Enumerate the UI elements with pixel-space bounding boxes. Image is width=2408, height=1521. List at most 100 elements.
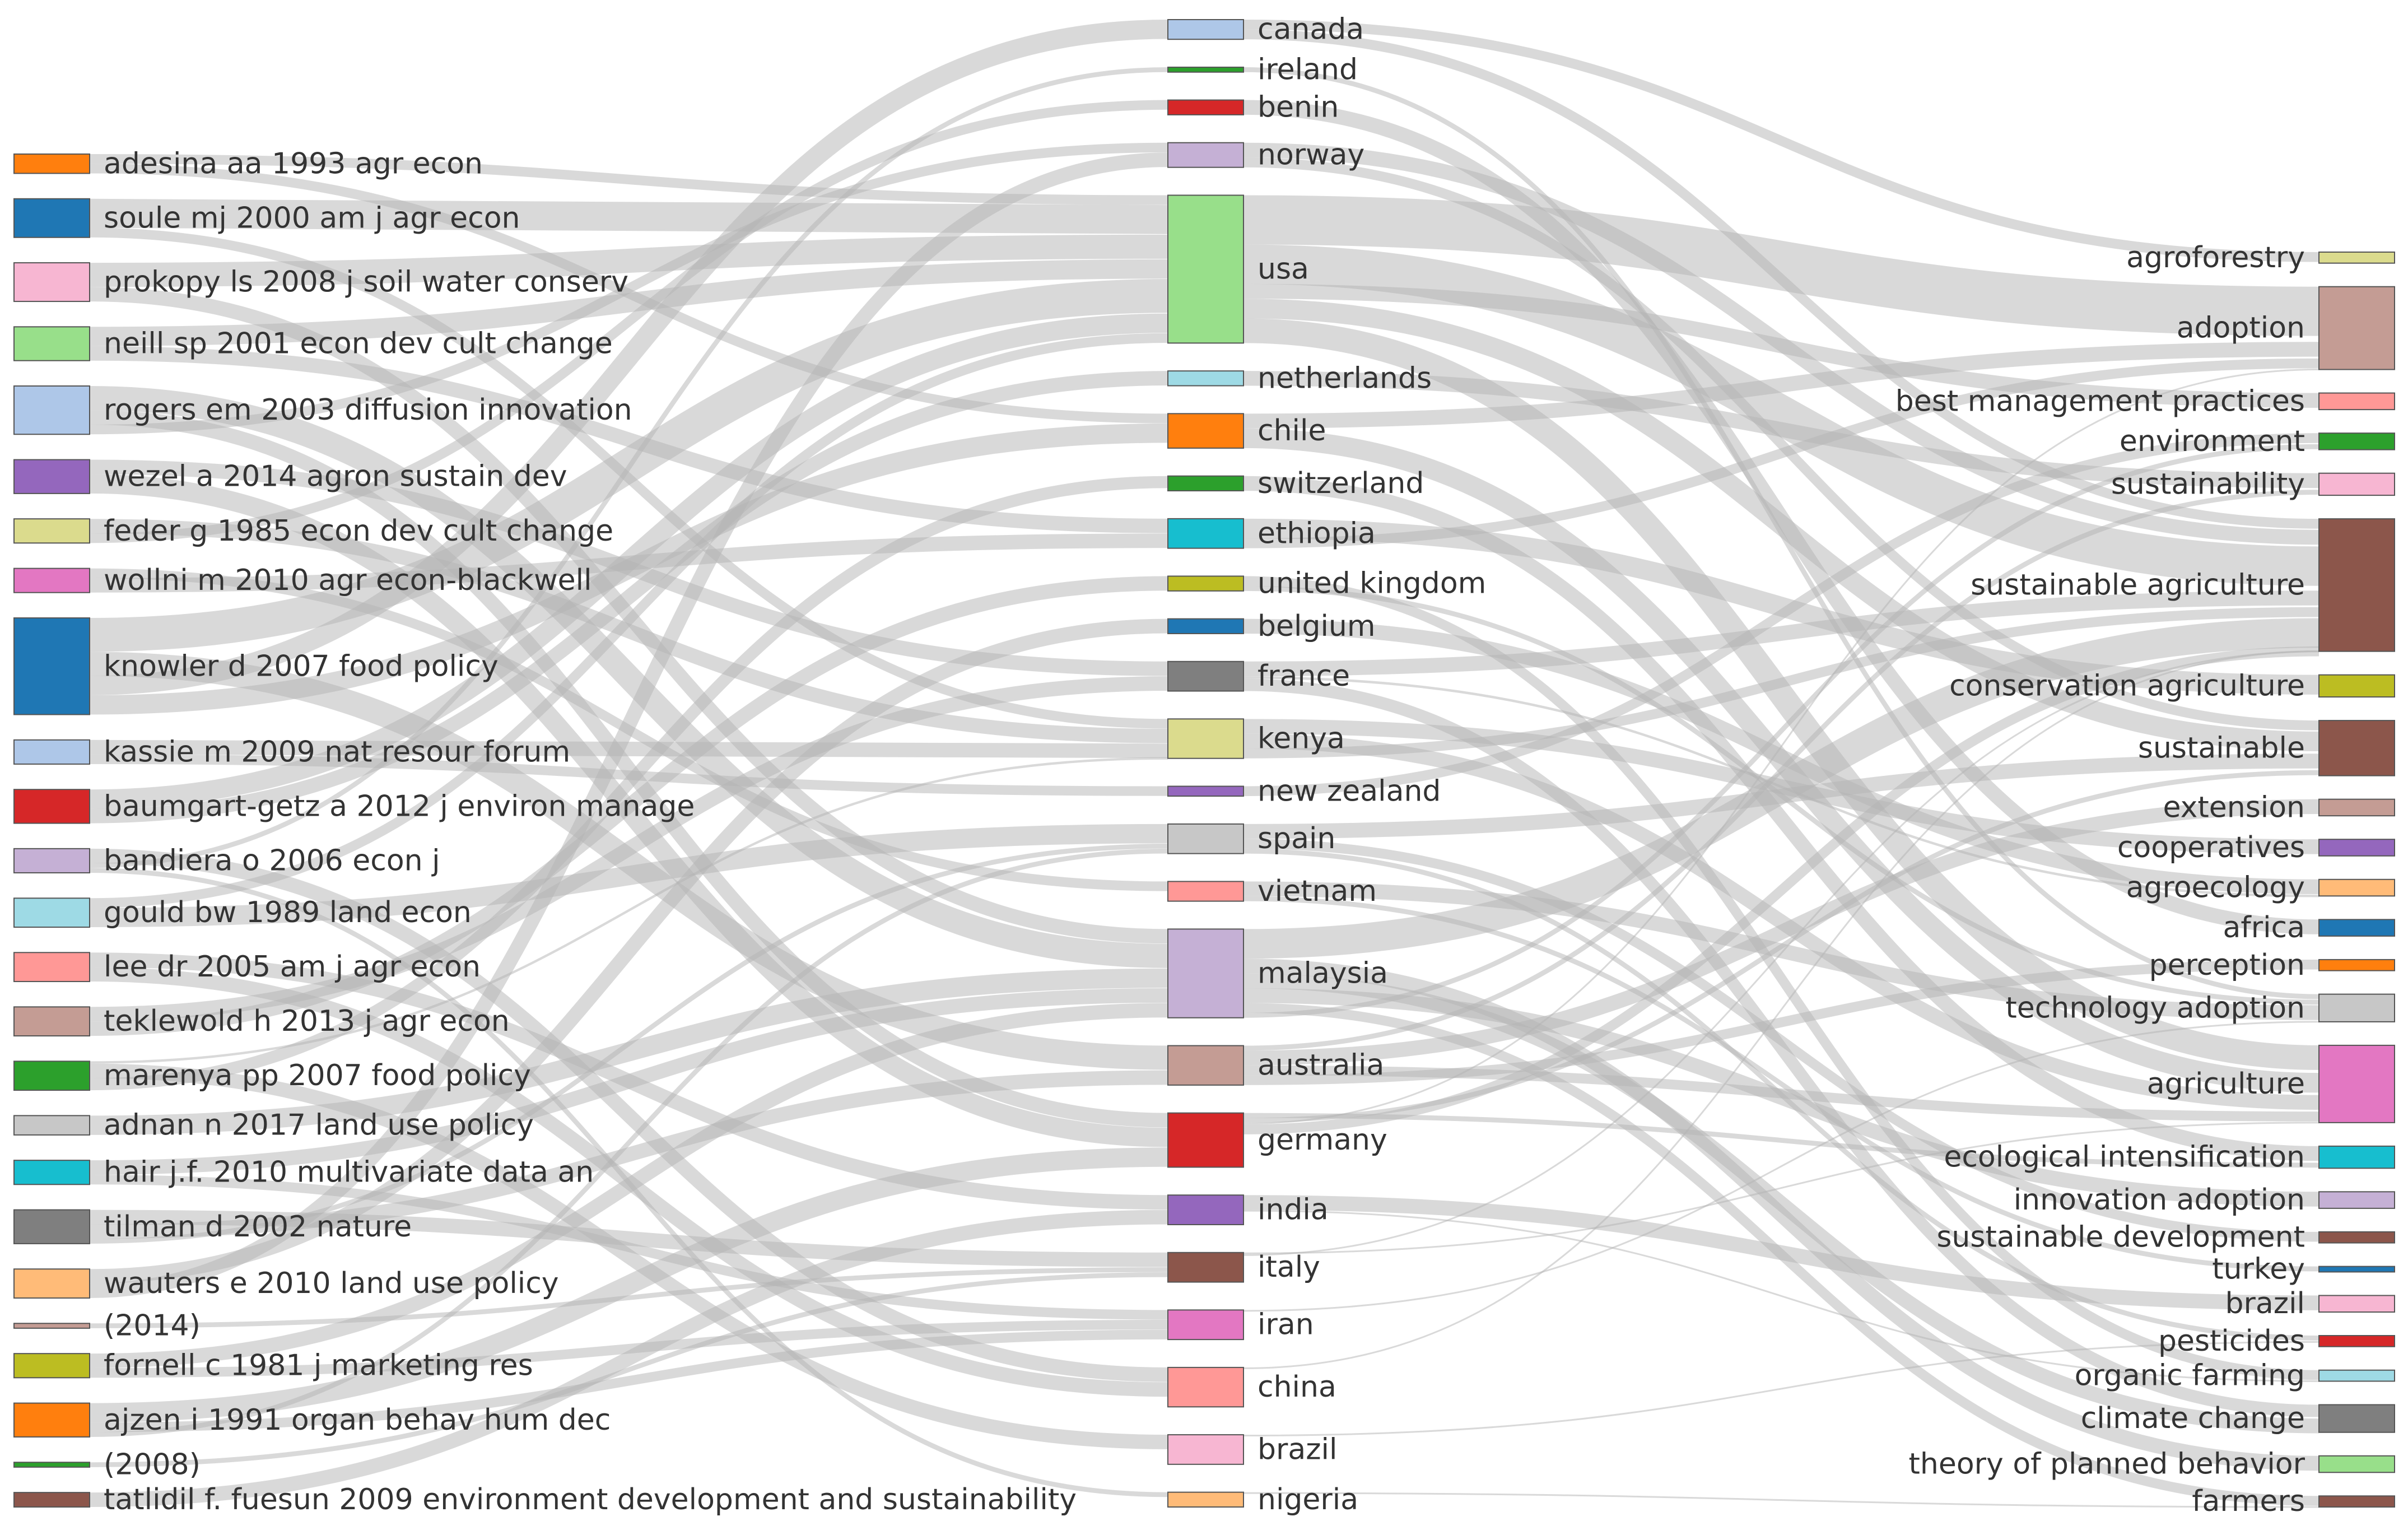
- sankey-node[interactable]: [13, 1160, 90, 1185]
- sankey-node[interactable]: [13, 1462, 90, 1468]
- sankey-flow: [89, 968, 1168, 1135]
- sankey-node[interactable]: [2318, 518, 2395, 652]
- sankey-node[interactable]: [13, 789, 90, 824]
- sankey-node[interactable]: [1167, 661, 1244, 692]
- sankey-node[interactable]: [1167, 928, 1244, 1018]
- sankey-node[interactable]: [13, 1006, 90, 1037]
- sankey-node[interactable]: [1167, 142, 1244, 168]
- sankey-node[interactable]: [2318, 1335, 2395, 1347]
- sankey-node-label: norway: [1257, 138, 1364, 172]
- sankey-node[interactable]: [2318, 432, 2395, 450]
- sankey-node[interactable]: [2318, 839, 2395, 857]
- sankey-node[interactable]: [2318, 1266, 2395, 1273]
- sankey-node[interactable]: [13, 1060, 90, 1091]
- sankey-node[interactable]: [13, 1209, 90, 1244]
- sankey-node[interactable]: [2318, 919, 2395, 937]
- sankey-node[interactable]: [1167, 1252, 1244, 1283]
- sankey-node[interactable]: [1167, 518, 1244, 549]
- sankey-node-label: india: [1257, 1193, 1329, 1227]
- sankey-node-label: switzerland: [1257, 467, 1424, 500]
- sankey-node[interactable]: [13, 952, 90, 983]
- sankey-node[interactable]: [13, 1492, 90, 1508]
- sankey-node-label: ajzen i 1991 organ behav hum dec: [104, 1403, 611, 1437]
- sankey-node[interactable]: [1167, 718, 1244, 759]
- sankey-node[interactable]: [2318, 993, 2395, 1022]
- sankey-node[interactable]: [2318, 286, 2395, 370]
- sankey-node-label: (2008): [104, 1448, 201, 1482]
- sankey-flow: [1243, 342, 2319, 429]
- sankey-node[interactable]: [2318, 1191, 2395, 1209]
- sankey-flow: [1243, 576, 2319, 1380]
- sankey-node[interactable]: [1167, 1194, 1244, 1225]
- sankey-node[interactable]: [13, 1402, 90, 1438]
- sankey-node[interactable]: [13, 385, 90, 435]
- sankey-node-label: gould bw 1989 land econ: [104, 896, 472, 929]
- sankey-flow: [1243, 444, 2319, 1018]
- sankey-node[interactable]: [1167, 618, 1244, 634]
- sankey-node[interactable]: [13, 1115, 90, 1136]
- sankey-node[interactable]: [13, 897, 90, 928]
- sankey-node[interactable]: [2318, 1145, 2395, 1169]
- sankey-node[interactable]: [1167, 19, 1244, 40]
- sankey-node[interactable]: [2318, 1404, 2395, 1433]
- sankey-node[interactable]: [1167, 1309, 1244, 1341]
- sankey-node[interactable]: [1167, 1045, 1244, 1086]
- sankey-node[interactable]: [1167, 194, 1244, 344]
- sankey-node[interactable]: [13, 568, 90, 593]
- sankey-node[interactable]: [2318, 1044, 2395, 1123]
- sankey-node[interactable]: [13, 326, 90, 361]
- sankey-node[interactable]: [2318, 392, 2395, 411]
- sankey-node[interactable]: [2318, 959, 2395, 971]
- sankey-node[interactable]: [1167, 575, 1244, 592]
- sankey-node[interactable]: [13, 459, 90, 494]
- sankey-node[interactable]: [1167, 1491, 1244, 1508]
- sankey-node[interactable]: [1167, 475, 1244, 492]
- sankey-node[interactable]: [1167, 823, 1244, 854]
- sankey-flow: [1243, 590, 2319, 677]
- sankey-node[interactable]: [1167, 66, 1244, 73]
- sankey-node[interactable]: [2318, 674, 2395, 698]
- sankey-node[interactable]: [2318, 1295, 2395, 1313]
- sankey-node[interactable]: [1167, 99, 1244, 115]
- sankey-node[interactable]: [1167, 881, 1244, 902]
- sankey-node[interactable]: [13, 518, 90, 544]
- sankey-node-label: (2014): [104, 1309, 201, 1343]
- sankey-node[interactable]: [2318, 720, 2395, 776]
- sankey-node[interactable]: [13, 1268, 90, 1299]
- sankey-node-label: australia: [1257, 1049, 1384, 1082]
- sankey-node[interactable]: [2318, 1369, 2395, 1382]
- sankey-node[interactable]: [2318, 798, 2395, 817]
- sankey-node[interactable]: [1167, 1112, 1244, 1168]
- sankey-flow: [89, 519, 1168, 743]
- sankey-flow: [1243, 157, 2319, 731]
- sankey-flow: [1243, 358, 2319, 548]
- sankey-node[interactable]: [13, 262, 90, 303]
- sankey-node[interactable]: [1167, 1366, 1244, 1408]
- sankey-node-label: iran: [1257, 1308, 1314, 1342]
- sankey-node[interactable]: [2318, 472, 2395, 496]
- sankey-node[interactable]: [13, 198, 90, 238]
- sankey-flow: [89, 371, 1168, 824]
- sankey-node[interactable]: [2318, 1495, 2395, 1508]
- sankey-node[interactable]: [13, 154, 90, 174]
- sankey-flow: [1243, 881, 2319, 1020]
- sankey-flow: [1243, 618, 2319, 895]
- sankey-node[interactable]: [1167, 370, 1244, 387]
- sankey-node[interactable]: [13, 617, 90, 715]
- sankey-node[interactable]: [1167, 1434, 1244, 1465]
- sankey-node[interactable]: [2318, 1455, 2395, 1473]
- sankey-node[interactable]: [1167, 785, 1244, 797]
- sankey-flow: [1243, 20, 2319, 262]
- sankey-flow: [1243, 1210, 2319, 1382]
- sankey-node[interactable]: [2318, 878, 2395, 897]
- sankey-node[interactable]: [2318, 252, 2395, 264]
- sankey-flow: [1243, 299, 2319, 751]
- sankey-node-label: ireland: [1257, 53, 1358, 86]
- sankey-node[interactable]: [2318, 1231, 2395, 1244]
- sankey-node[interactable]: [13, 848, 90, 873]
- sankey-node[interactable]: [13, 1323, 90, 1329]
- sankey-node[interactable]: [13, 1353, 90, 1379]
- sankey-node[interactable]: [13, 739, 90, 765]
- sankey-node-label: bandiera o 2006 econ j: [104, 844, 440, 877]
- sankey-node[interactable]: [1167, 413, 1244, 449]
